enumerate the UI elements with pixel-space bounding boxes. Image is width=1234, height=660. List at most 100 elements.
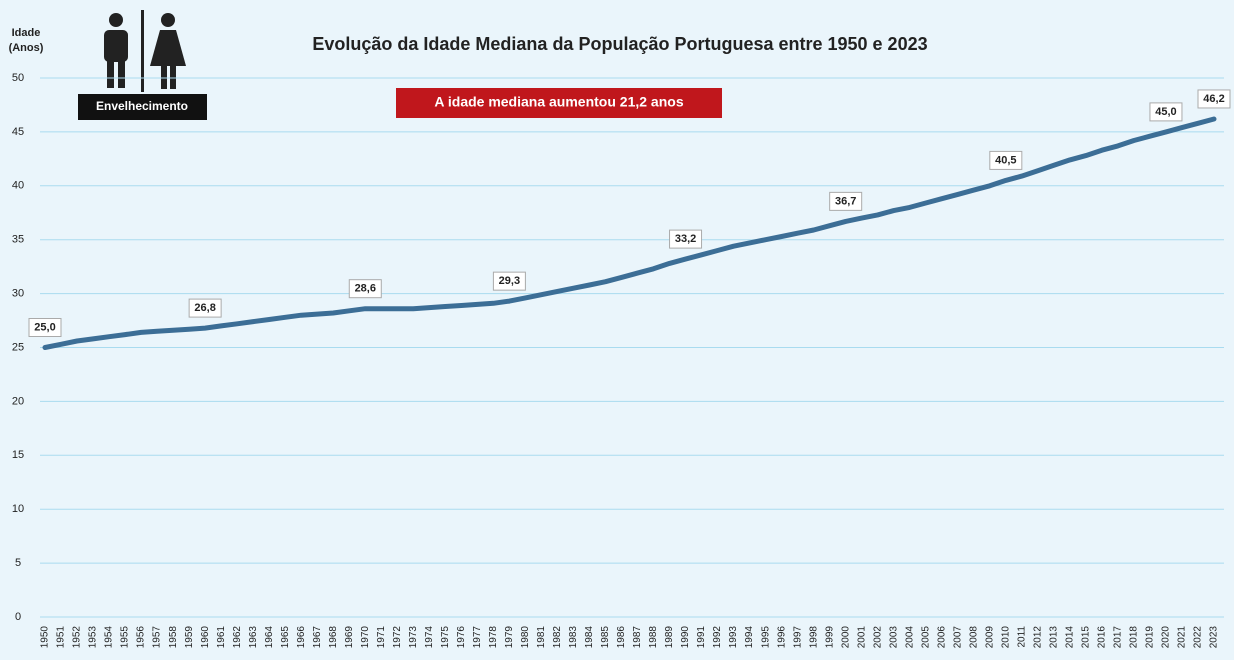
- x-tick-label: 1981: [536, 626, 547, 649]
- x-tick-label: 2023: [1209, 626, 1220, 649]
- x-tick-label: 1963: [248, 626, 259, 649]
- x-tick-label: 2013: [1049, 626, 1060, 649]
- x-tick-label: 1982: [552, 626, 563, 649]
- x-tick-label: 1995: [760, 626, 771, 649]
- y-tick-label: 15: [12, 449, 24, 461]
- annotation-box: [396, 88, 722, 118]
- y-tick-label: 25: [12, 341, 24, 353]
- x-tick-label: 1999: [824, 626, 835, 649]
- chart-title: Evolução da Idade Mediana da População P…: [312, 34, 927, 54]
- x-tick-label: 2010: [1000, 626, 1011, 649]
- y-axis-label: Idade: [12, 27, 41, 39]
- y-axis-label: (Anos): [9, 42, 44, 54]
- x-tick-label: 2005: [920, 626, 931, 649]
- value-label: 29,3: [499, 275, 520, 287]
- x-tick-label: 1989: [664, 626, 675, 649]
- y-tick-label: 0: [15, 611, 21, 623]
- x-tick-label: 1991: [696, 626, 707, 649]
- x-tick-label: 2007: [952, 626, 963, 649]
- x-tick-label: 1971: [376, 626, 387, 649]
- y-tick-label: 10: [12, 503, 24, 515]
- x-tick-label: 1959: [184, 626, 195, 649]
- x-tick-label: 2022: [1193, 626, 1204, 649]
- y-tick-label: 35: [12, 234, 24, 246]
- x-tick-label: 1952: [72, 626, 83, 649]
- x-tick-label: 1984: [584, 626, 595, 649]
- x-tick-label: 2014: [1065, 626, 1076, 649]
- x-tick-label: 2018: [1129, 626, 1140, 649]
- value-label: 33,2: [675, 233, 696, 245]
- x-tick-label: 1977: [472, 626, 483, 649]
- x-tick-label: 2021: [1177, 626, 1188, 649]
- value-label-box: [989, 150, 1023, 170]
- value-label: 40,5: [995, 154, 1016, 166]
- x-tick-label: 2011: [1016, 626, 1027, 648]
- x-tick-label: 1968: [328, 626, 339, 649]
- value-label: 28,6: [355, 283, 376, 295]
- x-tick-label: 1990: [680, 626, 691, 649]
- x-tick-label: 1976: [456, 626, 467, 649]
- y-tick-label: 45: [12, 126, 24, 138]
- x-tick-label: 1972: [392, 626, 403, 649]
- x-tick-label: 1993: [728, 626, 739, 649]
- annotation: A idade mediana aumentou 21,2 anos: [434, 94, 683, 110]
- y-tick-label: 50: [12, 72, 24, 84]
- y-tick-label: 20: [12, 395, 24, 407]
- x-tick-label: 1966: [296, 626, 307, 649]
- value-label: 36,7: [835, 195, 856, 207]
- x-tick-label: 1964: [264, 626, 275, 649]
- value-label-box: [1197, 89, 1231, 109]
- value-label-box: [188, 298, 222, 318]
- icon-label: Envelhecimento: [96, 99, 188, 113]
- x-tick-label: 2017: [1113, 626, 1124, 649]
- x-tick-label: 2004: [904, 626, 915, 649]
- x-tick-label: 1994: [744, 626, 755, 649]
- x-tick-label: 1951: [56, 626, 67, 649]
- x-tick-label: 2000: [840, 626, 851, 649]
- x-tick-label: 2020: [1161, 626, 1172, 649]
- y-tick-label: 5: [15, 557, 21, 569]
- x-tick-label: 1988: [648, 626, 659, 649]
- x-tick-label: 2001: [856, 626, 867, 649]
- x-tick-label: 1961: [216, 626, 227, 649]
- x-tick-label: 1979: [504, 626, 515, 649]
- y-tick-label: 30: [12, 288, 24, 300]
- x-tick-label: 2019: [1145, 626, 1156, 649]
- x-tick-label: 2003: [888, 626, 899, 649]
- x-tick-label: 1954: [104, 626, 115, 649]
- x-tick-label: 1983: [568, 626, 579, 649]
- x-tick-label: 1987: [632, 626, 643, 649]
- x-tick-label: 1975: [440, 626, 451, 649]
- x-tick-label: 1997: [792, 626, 803, 649]
- value-label: 25,0: [34, 321, 55, 333]
- x-tick-label: 1998: [808, 626, 819, 649]
- value-label: 46,2: [1203, 93, 1224, 105]
- x-tick-label: 2015: [1081, 626, 1092, 649]
- x-tick-label: 1950: [40, 626, 51, 649]
- x-tick-label: 1970: [360, 626, 371, 649]
- x-tick-label: 1986: [616, 626, 627, 649]
- line: [42, 116, 1217, 350]
- x-tick-label: 1960: [200, 626, 211, 649]
- y-tick-label: 40: [12, 180, 24, 192]
- value-label-box: [28, 318, 62, 337]
- x-tick-label: 2009: [984, 626, 995, 649]
- x-tick-label: 1992: [712, 626, 723, 649]
- x-tick-label: 1996: [776, 626, 787, 649]
- x-tick-label: 1973: [408, 626, 419, 649]
- x-tick-label: 1985: [600, 626, 611, 649]
- value-label-box: [348, 279, 382, 299]
- value-label: 45,0: [1155, 106, 1176, 118]
- x-tick-label: 1978: [488, 626, 499, 649]
- x-tick-label: 1980: [520, 626, 531, 649]
- x-tick-label: 2006: [936, 626, 947, 649]
- value-label-box: [492, 271, 526, 291]
- x-tick-label: 1955: [120, 626, 131, 649]
- x-tick-label: 2008: [968, 626, 979, 649]
- value-label: 26,8: [194, 302, 215, 314]
- value-label-box: [829, 191, 863, 211]
- x-tick-label: 1965: [280, 626, 291, 649]
- x-tick-label: 1953: [88, 626, 99, 649]
- x-tick-label: 2002: [872, 626, 883, 649]
